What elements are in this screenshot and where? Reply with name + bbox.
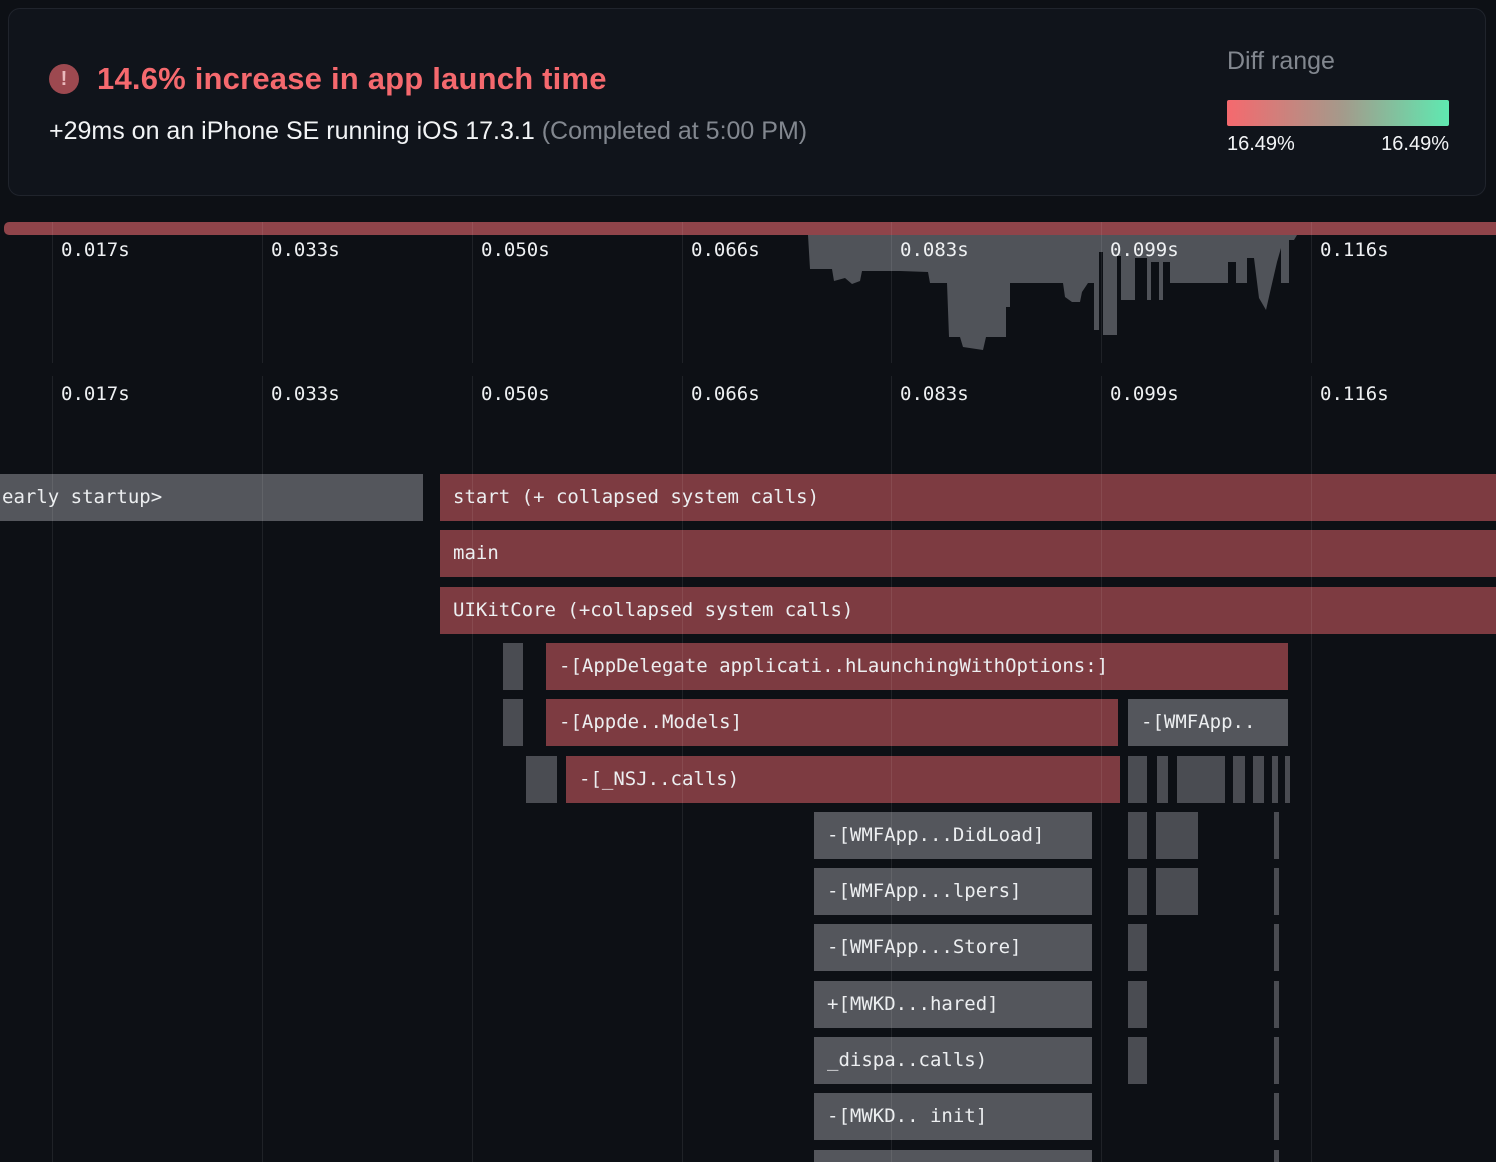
flame-frame-unnamed[interactable] — [1253, 756, 1264, 803]
timeline-gridline — [1311, 376, 1312, 1162]
flame-frame[interactable]: -[AppDelegate applicati..hLaunchingWithO… — [546, 643, 1288, 690]
subtitle: +29ms on an iPhone SE running iOS 17.3.1… — [49, 117, 807, 146]
flame-frame[interactable]: -[_NSJ..calls) — [566, 756, 1120, 803]
flame-frame-unnamed[interactable] — [1128, 868, 1147, 915]
minimap-tick-label: 0.017s — [61, 239, 130, 261]
flame-frame[interactable]: main — [440, 530, 1496, 577]
timeline-tick-label: 0.099s — [1110, 383, 1179, 405]
flame-frame[interactable]: UIKitCore (+collapsed system calls) — [440, 587, 1496, 634]
minimap-tick-label: 0.116s — [1320, 239, 1389, 261]
flame-frame-unnamed[interactable] — [1128, 981, 1147, 1028]
flame-frame-unnamed[interactable] — [1156, 868, 1198, 915]
timeline-gridline — [472, 376, 473, 1162]
flame-frame-unnamed[interactable] — [503, 699, 523, 746]
flame-frame-unnamed[interactable] — [1128, 924, 1147, 971]
flame-frame-unnamed[interactable] — [1274, 1037, 1279, 1084]
timeline-gridline — [1101, 376, 1102, 1162]
silhouette-polygon — [808, 235, 1297, 350]
minimap-gridline — [1101, 222, 1102, 363]
minimap-root-frame-bar[interactable] — [4, 222, 1496, 235]
diff-range-label: Diff range — [1227, 47, 1335, 75]
minimap-gridline — [52, 222, 53, 363]
flame-frame[interactable]: -[WMFApp...Store] — [814, 924, 1092, 971]
flame-frame-unnamed[interactable] — [814, 1150, 1092, 1162]
minimap-gridline — [1311, 222, 1312, 363]
timeline-tick-label: 0.116s — [1320, 383, 1389, 405]
minimap-gridline — [682, 222, 683, 363]
minimap-gridline — [891, 222, 892, 363]
page-title: 14.6% increase in app launch time — [97, 61, 607, 96]
flame-frame-unnamed[interactable] — [1128, 1037, 1147, 1084]
timeline-tick-label: 0.066s — [691, 383, 760, 405]
flame-frame-unnamed[interactable] — [1274, 868, 1279, 915]
minimap-gridline — [262, 222, 263, 363]
flame-frame-unnamed[interactable] — [1274, 812, 1279, 859]
flame-frame[interactable]: -[Appde..Models] — [546, 699, 1118, 746]
minimap-tick-label: 0.099s — [1110, 239, 1179, 261]
flame-frame-unnamed[interactable] — [526, 756, 557, 803]
flame-chart[interactable]: early startup> start (+ collapsed system … — [0, 376, 1496, 1162]
flame-frame[interactable]: -[WMFApp...lpers] — [814, 868, 1092, 915]
flame-frame[interactable]: -[WMFApp.. — [1128, 699, 1288, 746]
flame-frame-unnamed[interactable] — [1128, 756, 1147, 803]
flame-frame-unnamed[interactable] — [1274, 924, 1279, 971]
subtitle-device: +29ms on an iPhone SE running iOS 17.3.1 — [49, 117, 535, 145]
timeline-tick-label: 0.083s — [900, 383, 969, 405]
flame-frame[interactable]: early startup> — [0, 474, 423, 521]
minimap-tick-label: 0.083s — [900, 239, 969, 261]
flame-frame[interactable]: +[MWKD...hared] — [814, 981, 1092, 1028]
flame-frame-unnamed[interactable] — [1177, 756, 1225, 803]
flame-frame-unnamed[interactable] — [1156, 812, 1198, 859]
flame-frame-unnamed[interactable] — [1233, 756, 1245, 803]
flame-frame[interactable]: -[MWKD.. init] — [814, 1093, 1092, 1140]
timeline-gridline — [891, 376, 892, 1162]
warning-icon: ! — [49, 64, 79, 94]
timeline-tick-label: 0.050s — [481, 383, 550, 405]
flame-frame-unnamed[interactable] — [1274, 1150, 1279, 1162]
timeline-gridline — [682, 376, 683, 1162]
minimap-tick-label: 0.050s — [481, 239, 550, 261]
flame-frame-unnamed[interactable] — [503, 643, 523, 690]
flame-frame[interactable]: _dispa..calls) — [814, 1037, 1092, 1084]
flame-frame-unnamed[interactable] — [1128, 812, 1147, 859]
diff-range-min: 16.49% — [1227, 133, 1295, 155]
flame-frame[interactable]: -[WMFApp...DidLoad] — [814, 812, 1092, 859]
timeline-tick-label: 0.017s — [61, 383, 130, 405]
flame-frame-unnamed[interactable] — [1274, 981, 1279, 1028]
timeline-minimap[interactable] — [0, 222, 1496, 363]
diff-range-gradient — [1227, 100, 1449, 126]
summary-panel: ! 14.6% increase in app launch time +29m… — [8, 8, 1486, 196]
timeline-gridline — [262, 376, 263, 1162]
flame-frame-unnamed[interactable] — [1272, 756, 1278, 803]
subtitle-completed-note: (Completed at 5:00 PM) — [541, 117, 808, 145]
minimap-depth-silhouette — [808, 235, 1297, 350]
minimap-tick-label: 0.033s — [271, 239, 340, 261]
flame-frame-unnamed[interactable] — [1274, 1093, 1279, 1140]
flame-frame-unnamed[interactable] — [1157, 756, 1168, 803]
minimap-tick-label: 0.066s — [691, 239, 760, 261]
diff-range-max: 16.49% — [1381, 133, 1449, 155]
timeline-gridline — [52, 376, 53, 1162]
minimap-gridline — [472, 222, 473, 363]
flame-frame-unnamed[interactable] — [1285, 756, 1290, 803]
timeline-tick-label: 0.033s — [271, 383, 340, 405]
flame-frame[interactable]: start (+ collapsed system calls) — [440, 474, 1496, 521]
